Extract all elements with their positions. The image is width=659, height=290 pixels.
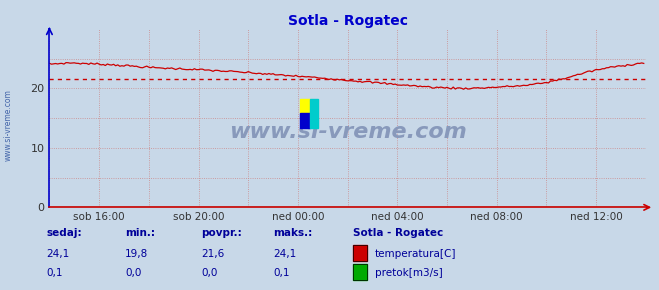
Text: 24,1: 24,1 [46, 249, 69, 259]
Text: 0,1: 0,1 [273, 268, 290, 278]
Text: 0,0: 0,0 [125, 268, 142, 278]
Text: maks.:: maks.: [273, 229, 313, 238]
Text: 0,0: 0,0 [201, 268, 217, 278]
Text: temperatura[C]: temperatura[C] [375, 249, 457, 259]
Text: min.:: min.: [125, 229, 156, 238]
Text: povpr.:: povpr.: [201, 229, 242, 238]
Text: pretok[m3/s]: pretok[m3/s] [375, 268, 443, 278]
Text: www.si-vreme.com: www.si-vreme.com [3, 89, 13, 161]
Text: sedaj:: sedaj: [46, 229, 82, 238]
Text: 24,1: 24,1 [273, 249, 297, 259]
Title: Sotla - Rogatec: Sotla - Rogatec [287, 14, 408, 28]
Text: www.si-vreme.com: www.si-vreme.com [229, 122, 467, 142]
Text: Sotla - Rogatec: Sotla - Rogatec [353, 229, 443, 238]
Text: 19,8: 19,8 [125, 249, 148, 259]
Text: 0,1: 0,1 [46, 268, 63, 278]
Text: 21,6: 21,6 [201, 249, 224, 259]
